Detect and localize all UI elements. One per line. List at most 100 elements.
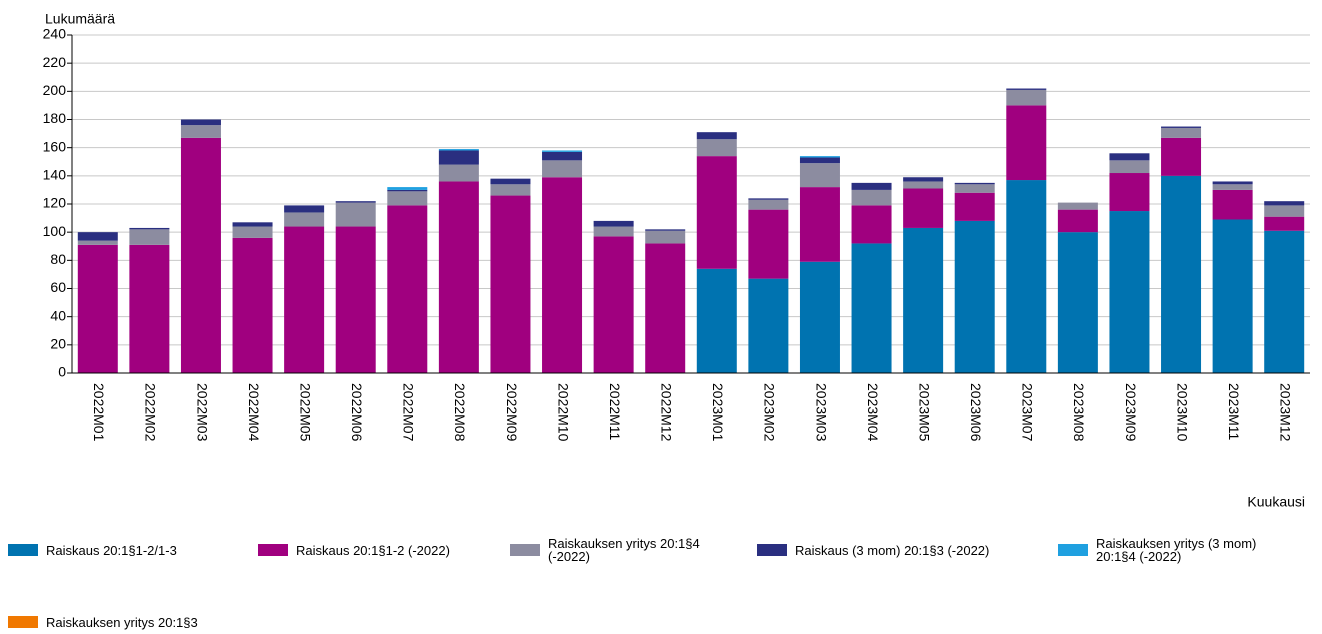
- bar-segment: [645, 229, 686, 231]
- legend-label: Raiskauksen yritys (3 mom) 20:1§4 (-2022…: [1096, 536, 1257, 564]
- bar-segment: [1057, 202, 1098, 210]
- bar-segment: [1057, 232, 1098, 373]
- bar-segment: [1109, 173, 1150, 212]
- y-tick-label: 200: [43, 82, 67, 98]
- bar-segment: [593, 226, 634, 237]
- bar-segment: [748, 198, 789, 200]
- x-axis-label: Kuukausi: [1247, 494, 1305, 510]
- bar-segment: [748, 278, 789, 373]
- y-tick-label: 100: [43, 223, 67, 239]
- legend-item: Raiskaus 20:1§1-2/1-3: [8, 537, 216, 563]
- bar-segment: [1109, 160, 1150, 174]
- x-tick-label: 2023M11: [1226, 383, 1242, 441]
- x-tick-label: 2022M08: [452, 383, 468, 442]
- y-tick-label: 40: [50, 307, 66, 323]
- bar-segment: [799, 157, 840, 164]
- y-tick-label: 80: [50, 251, 66, 267]
- legend-item: Raiskaus 20:1§1-2 (-2022): [258, 537, 516, 563]
- bar-segment: [903, 177, 944, 182]
- bar-segment: [129, 244, 170, 373]
- x-tick-label: 2022M01: [91, 383, 107, 442]
- bar-segment: [954, 184, 995, 193]
- bar-segment: [1212, 219, 1253, 373]
- bar-segment: [77, 240, 118, 245]
- x-tick-label: 2023M03: [813, 383, 829, 442]
- y-tick-label: 60: [50, 279, 66, 295]
- bar-segment: [1264, 230, 1305, 373]
- bar-segment: [903, 181, 944, 189]
- x-tick-label: 2022M10: [555, 383, 571, 442]
- bar-segment: [1264, 216, 1305, 231]
- y-tick-label: 180: [43, 110, 67, 126]
- bar-segment: [645, 230, 686, 244]
- legend-item: Raiskauksen yritys 20:1§4 (-2022): [510, 537, 718, 563]
- x-tick-label: 2022M05: [297, 383, 313, 442]
- bar-segment: [542, 177, 583, 373]
- bar-segment: [180, 125, 221, 138]
- bar-segment: [335, 201, 376, 203]
- bar-segment: [1161, 137, 1202, 176]
- y-tick-label: 220: [43, 54, 67, 70]
- y-axis-label: Lukumäärä: [45, 11, 115, 27]
- bar-segment: [1057, 209, 1098, 233]
- x-tick-label: 2023M05: [916, 383, 932, 442]
- bar-segment: [748, 209, 789, 279]
- bar-segment: [593, 236, 634, 373]
- legend-label: Raiskauksen yritys 20:1§4 (-2022): [548, 536, 700, 564]
- legend-label: Raiskaus (3 mom) 20:1§3 (-2022): [795, 542, 990, 558]
- legend-item: Raiskauksen yritys 20:1§3: [8, 609, 216, 634]
- bar-segment: [438, 164, 479, 182]
- legend-swatch: [258, 544, 288, 556]
- bar-segment: [799, 187, 840, 262]
- bar-segment: [438, 150, 479, 165]
- bar-segment: [387, 205, 428, 373]
- bar-segment: [1161, 127, 1202, 138]
- x-tick-label: 2023M04: [865, 383, 881, 442]
- x-tick-label: 2023M10: [1174, 383, 1190, 442]
- bar-segment: [851, 243, 892, 373]
- bar-segment: [490, 178, 531, 185]
- legend-swatch: [8, 544, 38, 556]
- bar-segment: [1161, 175, 1202, 373]
- legend-item: Raiskauksen yritys (3 mom) 20:1§4 (-2022…: [1058, 537, 1266, 563]
- bar-segment: [490, 184, 531, 196]
- legend-label: Raiskauksen yritys 20:1§3: [46, 614, 198, 630]
- x-tick-label: 2022M02: [143, 383, 159, 442]
- x-tick-label: 2022M11: [607, 383, 623, 441]
- bar-segment: [954, 182, 995, 185]
- bar-segment: [799, 163, 840, 188]
- x-tick-label: 2022M12: [659, 383, 675, 442]
- bar-segment: [284, 226, 325, 373]
- legend-swatch: [757, 544, 787, 556]
- bar-segment: [77, 244, 118, 373]
- x-tick-label: 2023M08: [1071, 383, 1087, 442]
- bar-segment: [954, 192, 995, 221]
- bar-segment: [696, 132, 737, 140]
- bar-segment: [1212, 189, 1253, 220]
- x-tick-label: 2023M06: [968, 383, 984, 442]
- y-tick-label: 20: [50, 336, 66, 352]
- x-tick-label: 2022M06: [349, 383, 365, 442]
- bar-segment: [232, 237, 273, 373]
- x-tick-label: 2023M07: [1020, 383, 1036, 442]
- bar-segment: [180, 119, 221, 126]
- bar-segment: [1161, 126, 1202, 128]
- bar-segment: [438, 149, 479, 151]
- bar-segment: [284, 205, 325, 213]
- bar-segment: [129, 227, 170, 230]
- x-tick-label: 2022M09: [504, 383, 520, 442]
- bar-segment: [232, 226, 273, 238]
- bar-segment: [645, 243, 686, 373]
- bar-segment: [903, 188, 944, 228]
- bar-segment: [1109, 211, 1150, 373]
- bar-segment: [1264, 205, 1305, 217]
- legend-swatch: [510, 544, 540, 556]
- bar-segment: [387, 187, 428, 190]
- legend-label: Raiskaus 20:1§1-2 (-2022): [296, 542, 450, 558]
- bar-segment: [232, 222, 273, 227]
- x-tick-label: 2022M04: [246, 383, 262, 442]
- bar-segment: [284, 212, 325, 227]
- bar-segment: [851, 182, 892, 190]
